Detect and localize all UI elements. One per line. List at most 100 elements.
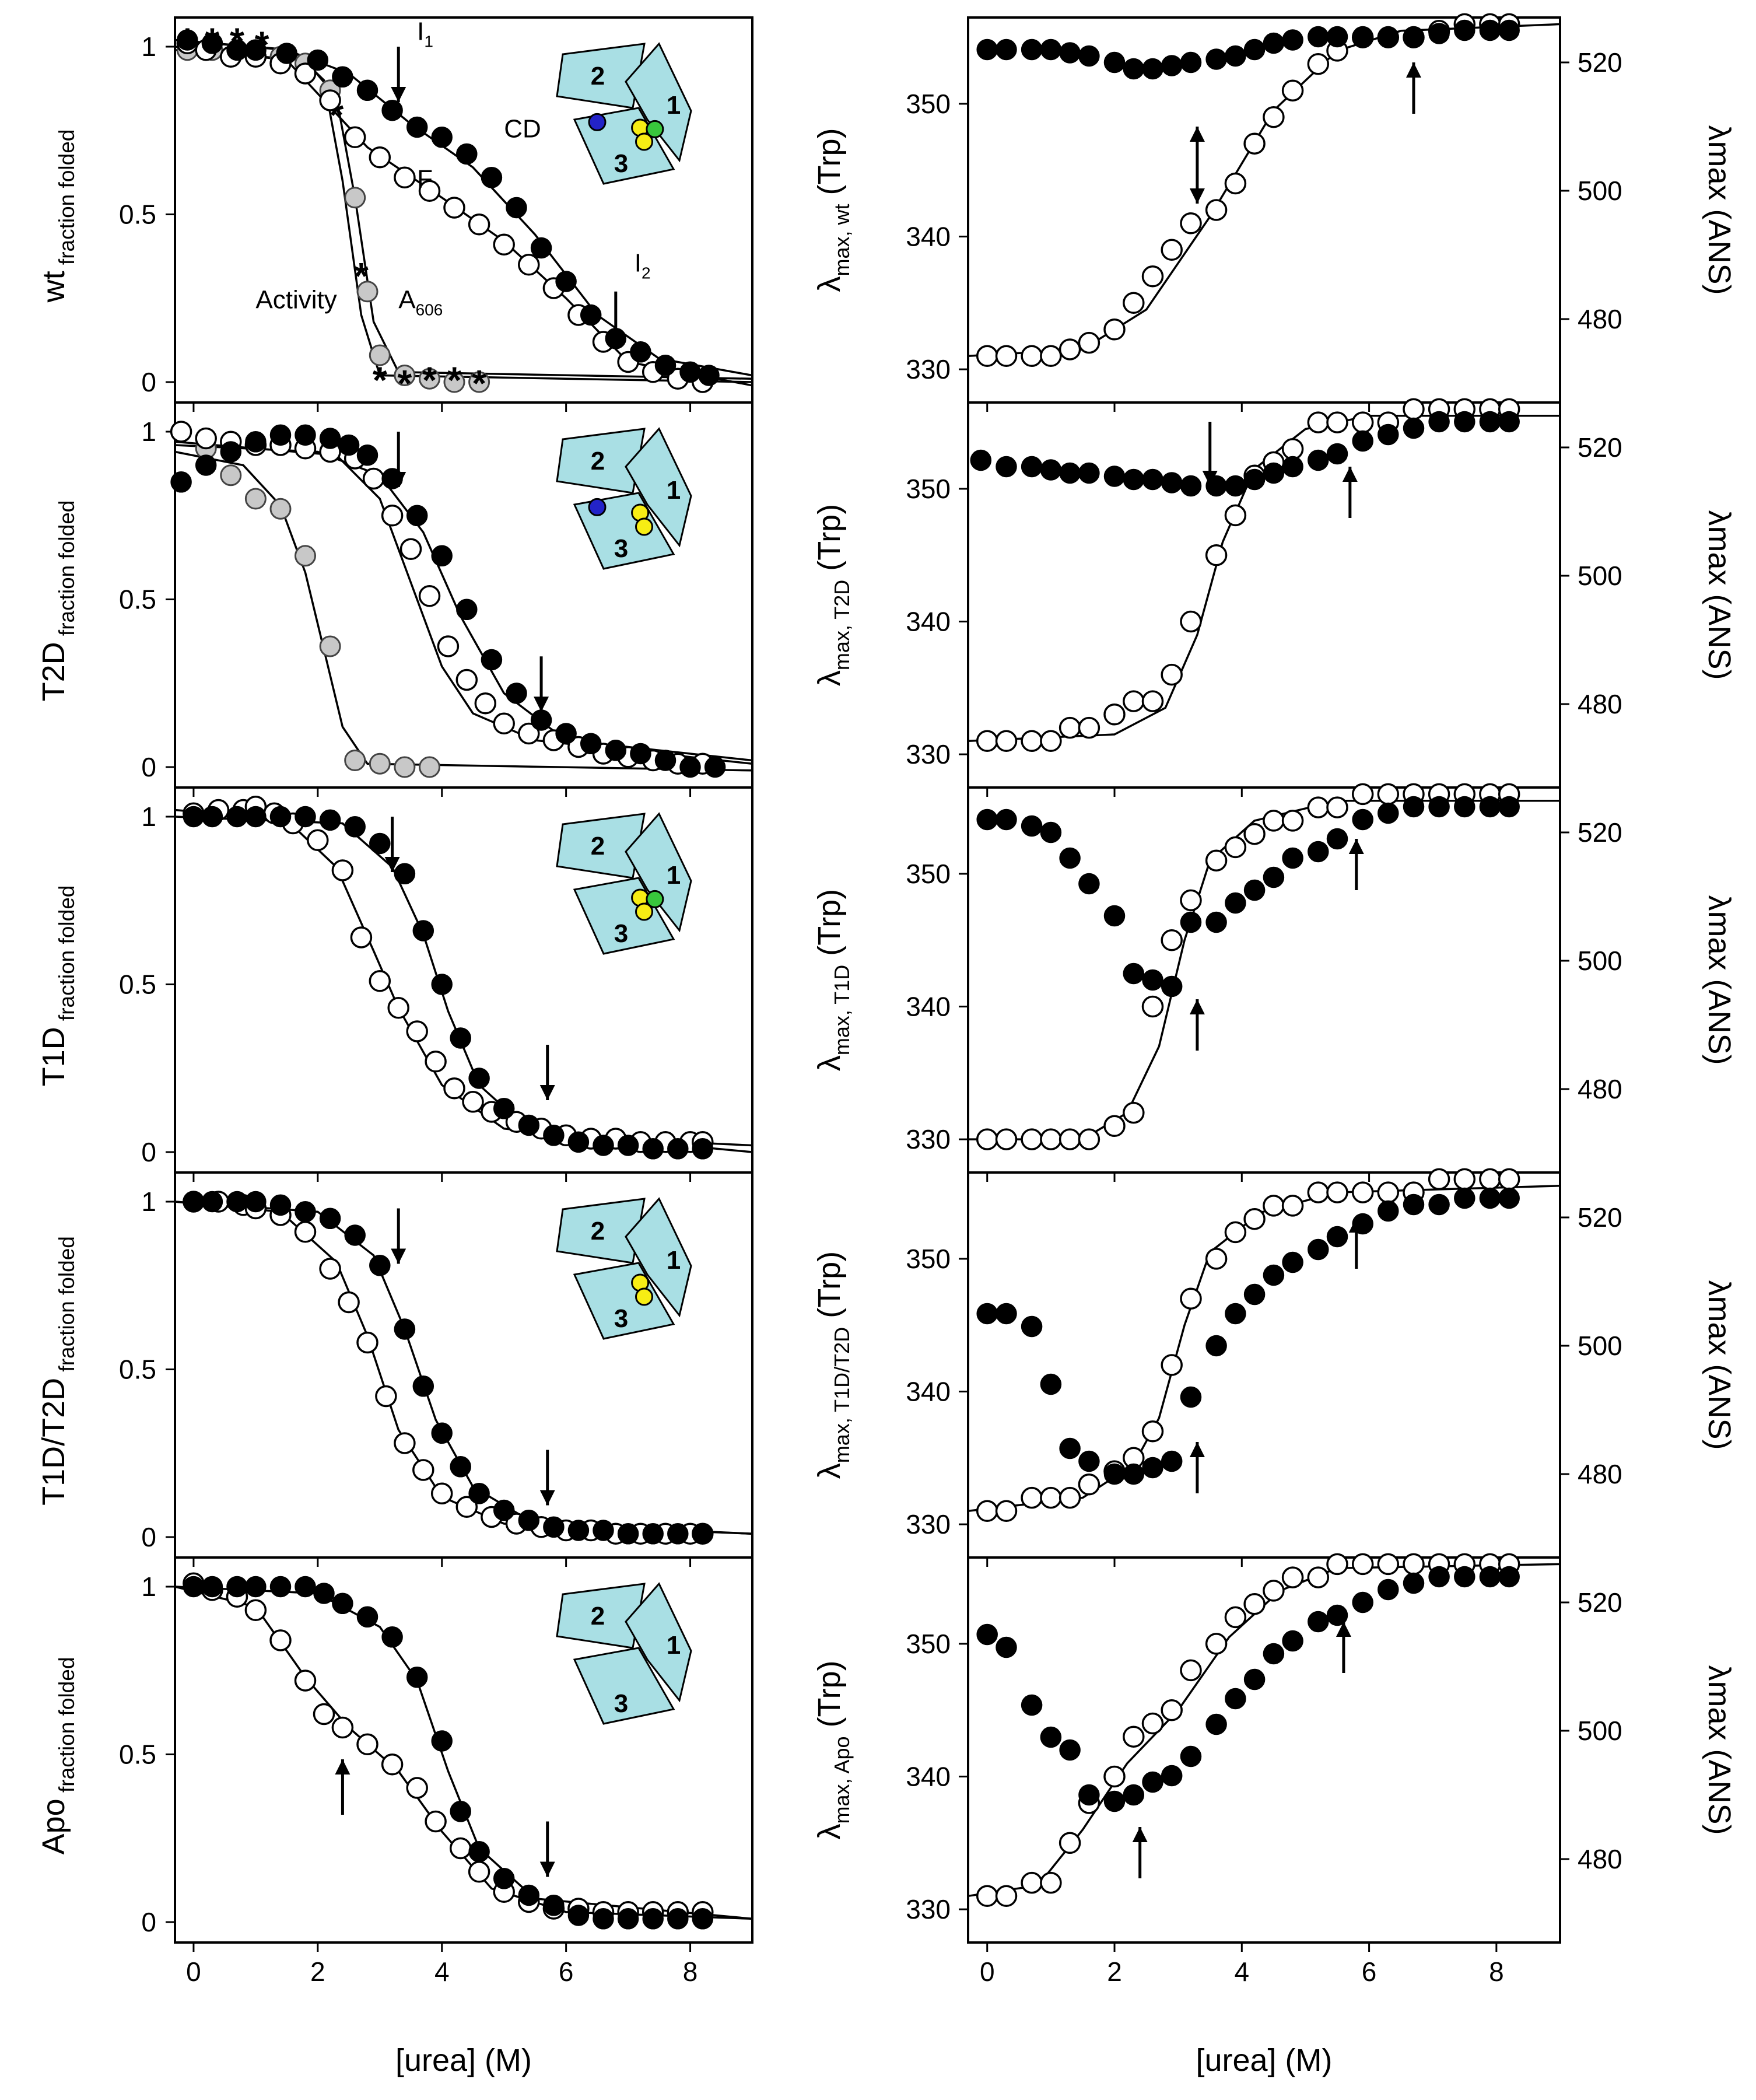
trp-point-24: [1498, 1168, 1520, 1191]
activity-point-10: *: [472, 362, 486, 404]
domain-diagram-label-2: 2: [591, 832, 605, 860]
ans-point-22: [1454, 1566, 1475, 1588]
fraction-y-label-sub: fraction folded: [55, 130, 79, 271]
ans-arrow-0: [1189, 127, 1205, 204]
spectral-panel-frame: [967, 786, 1561, 1174]
fluorescence-point-11: [406, 1020, 428, 1042]
cd-point-6: [319, 1208, 341, 1230]
trp-point-6: [1103, 318, 1126, 341]
domain-diagram-label-3: 3: [614, 534, 628, 563]
fraction-arrow-0: [384, 817, 400, 872]
ans-point-3: [1040, 1726, 1062, 1748]
fraction-panel-frame: [174, 1556, 753, 1944]
trp-point-11: [1205, 199, 1228, 221]
fraction-y-tick-label: 0: [141, 1522, 156, 1552]
fraction-arrow-0: [391, 47, 406, 102]
cd-point-21: [698, 365, 720, 386]
cd-point-3: [245, 431, 267, 453]
gray-point-1: [220, 464, 242, 487]
trp-y-label-sub: max, T1D: [830, 965, 854, 1055]
ans-point-15: [1282, 456, 1303, 478]
fluorescence-point-12: [468, 214, 490, 236]
fraction-y-label: T2D fraction folded: [36, 501, 79, 702]
trp-point-4: [1058, 338, 1081, 360]
trp-point-4: [1058, 1486, 1081, 1509]
fluorescence-point-8: [369, 146, 391, 169]
a606-point-7: [344, 187, 366, 209]
ans-point-10: [1180, 475, 1202, 497]
fraction-x-tick-label: 8: [683, 1957, 698, 1987]
i2-annotation: I2: [635, 249, 651, 282]
trp-point-13: [1243, 132, 1266, 155]
gray-point-4: [295, 545, 316, 567]
trp-point-13: [1243, 1208, 1266, 1230]
ans-point-0: [976, 1303, 998, 1325]
trp-point-17: [1326, 411, 1348, 433]
trp-point-10: [1180, 212, 1202, 235]
cd-point-20: [642, 1523, 664, 1545]
ans-point-17: [1326, 26, 1348, 48]
domain-diagram: 2 1 3: [556, 812, 692, 955]
ans-y-tick-label: 520: [1578, 1202, 1622, 1233]
ans-arrow-1: [1405, 62, 1421, 114]
cd-point-13: [468, 1841, 490, 1863]
cd-point-10: [406, 1667, 428, 1688]
trp-point-0: [976, 345, 998, 368]
spectral-x-tick-label: 6: [1362, 1957, 1377, 1987]
trp-point-10: [1180, 1287, 1202, 1310]
cd-point-11: [431, 974, 453, 995]
ans-point-24: [1498, 1566, 1520, 1588]
fraction-arrow-0: [335, 1759, 351, 1815]
i2-annotation-sub: 2: [642, 264, 651, 282]
fluorescence-point-8: [350, 926, 373, 949]
cd-point-3: [245, 1576, 267, 1598]
ans-point-0: [976, 38, 998, 61]
trp-point-12: [1224, 836, 1247, 859]
ans-point-20: [1403, 26, 1425, 48]
trp-point-1: [995, 1885, 1018, 1908]
cd-point-19: [617, 1135, 639, 1156]
ans-point-6: [1103, 466, 1126, 487]
ans-arrow-0-head-down: [1202, 471, 1218, 486]
trp-point-5: [1078, 331, 1100, 354]
ans-point-20: [1403, 1572, 1425, 1594]
ans-point-4: [1059, 1437, 1081, 1460]
activity-point-8: *: [422, 359, 437, 401]
domain-diagram: 2 1 3: [556, 42, 692, 185]
cd-point-10: [412, 920, 434, 942]
ans-point-8: [1142, 58, 1163, 80]
domain-diagram-domain-1: [625, 1197, 692, 1318]
domain-diagram-domain-1: [625, 42, 692, 163]
cd-point-11: [456, 143, 478, 165]
fluorescence-point-14: [474, 692, 497, 715]
trp-y-label-unit: (Trp): [812, 128, 847, 204]
trp-point-18: [1351, 411, 1374, 433]
trp-y-label-lambda: λ: [812, 276, 847, 292]
domain-diagram-domain-2: [556, 1198, 646, 1264]
ans-point-10: [1180, 1745, 1202, 1768]
fraction-arrow-1-head-down: [534, 696, 549, 712]
row-apo: 0 0.5 1 0 2 4 6 8 Apo fraction folded 2 1 3 330 340 35…: [36, 1553, 1737, 1987]
trp-point-4: [1058, 716, 1081, 739]
ans-point-18: [1352, 808, 1373, 831]
ans-point-3: [1040, 1373, 1062, 1395]
cd-point-7: [338, 434, 360, 456]
ans-point-1: [996, 456, 1017, 478]
fluorescence-point-12: [437, 635, 460, 657]
trp-y-tick-label: 340: [906, 1377, 951, 1407]
trp-fit-line: [968, 800, 1560, 1140]
trp-y-tick-label: 330: [906, 1894, 951, 1924]
fraction-y-label-main: T1D/T2D: [36, 1378, 71, 1506]
trp-point-13: [1243, 1592, 1266, 1615]
trp-point-6: [1103, 704, 1126, 726]
ans-point-20: [1403, 796, 1425, 818]
ans-point-1: [996, 1636, 1017, 1658]
cd-point-22: [692, 1908, 714, 1930]
cd-point-8: [356, 1606, 378, 1628]
activity-point-5: *: [354, 255, 369, 297]
cd-point-15: [518, 1884, 540, 1906]
trp-point-12: [1224, 172, 1247, 195]
fraction-arrow-1: [539, 1450, 555, 1506]
ans-point-24: [1498, 1187, 1520, 1209]
trp-y-label: λmax, T2D (Trp): [812, 504, 854, 686]
